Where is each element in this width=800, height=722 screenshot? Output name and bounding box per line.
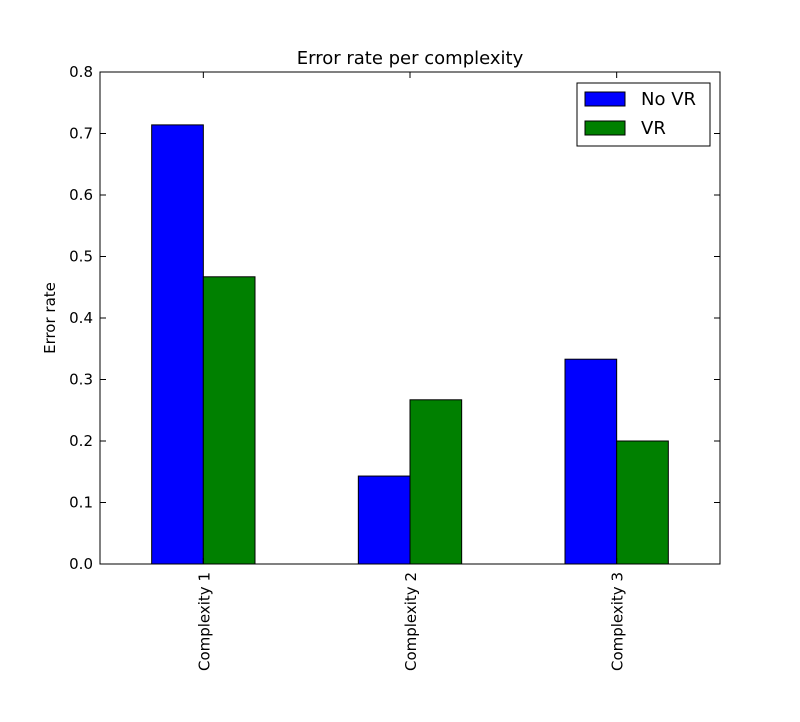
bars-group bbox=[151, 124, 669, 565]
bar-vr-3 bbox=[616, 440, 669, 565]
y-tick-label: 0.3 bbox=[69, 371, 93, 389]
y-tick-label: 0.0 bbox=[69, 555, 93, 573]
legend-swatch-vr bbox=[584, 120, 626, 136]
y-axis-label: Error rate bbox=[41, 282, 59, 354]
chart-title: Error rate per complexity bbox=[297, 48, 524, 69]
x-tick-label: Complexity 1 bbox=[195, 572, 213, 671]
legend-label: VR bbox=[641, 118, 666, 139]
x-tick-label: Complexity 3 bbox=[609, 572, 627, 671]
bar-no-vr-3 bbox=[564, 358, 618, 565]
y-tick-label: 0.5 bbox=[69, 248, 93, 266]
legend-label: No VR bbox=[641, 89, 696, 110]
y-tick-label: 0.7 bbox=[69, 125, 93, 143]
y-tick-label: 0.8 bbox=[69, 63, 93, 81]
legend-swatch-no-vr bbox=[584, 91, 626, 107]
y-tick-label: 0.2 bbox=[69, 432, 93, 450]
legend: No VR VR bbox=[576, 82, 711, 147]
bar-no-vr-1 bbox=[151, 124, 204, 565]
bar-no-vr-2 bbox=[357, 475, 411, 565]
y-tick-label: 0.1 bbox=[69, 494, 93, 512]
y-axis-ticks: 0.0 0.1 0.2 0.3 0.4 0.5 0.6 0.7 0.8 bbox=[69, 63, 720, 573]
y-tick-label: 0.4 bbox=[69, 309, 93, 327]
bar-vr-2 bbox=[409, 399, 463, 565]
x-axis-ticks: Complexity 1 Complexity 2 Complexity 3 bbox=[195, 72, 627, 671]
x-tick-label: Complexity 2 bbox=[402, 572, 420, 671]
bar-vr-1 bbox=[202, 276, 256, 565]
plot-frame bbox=[99, 71, 721, 565]
y-tick-label: 0.6 bbox=[69, 186, 93, 204]
